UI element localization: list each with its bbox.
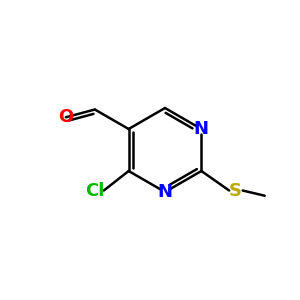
Text: O: O — [58, 108, 74, 126]
Text: S: S — [229, 182, 242, 200]
Text: N: N — [194, 120, 209, 138]
Text: Cl: Cl — [85, 182, 104, 200]
Text: N: N — [158, 183, 172, 201]
